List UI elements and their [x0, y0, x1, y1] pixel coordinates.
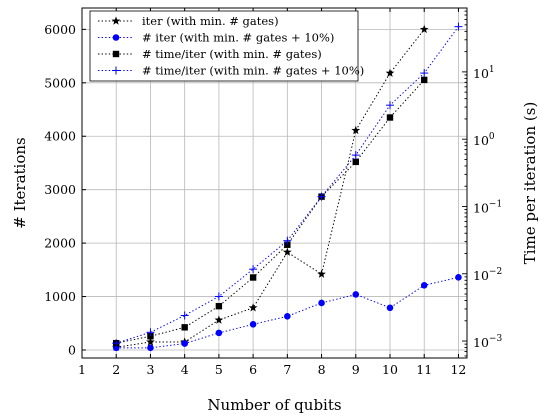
- data-point-circle: [215, 329, 223, 337]
- data-point-plus: [317, 192, 326, 201]
- y-left-tick-label: 0: [68, 342, 76, 357]
- data-point-star: [385, 68, 395, 77]
- data-point-plus: [351, 151, 360, 160]
- y-left-tick-label: 6000: [44, 22, 76, 37]
- legend: iter (with min. # gates) # iter (with min…: [89, 10, 364, 82]
- y-right-tick-base: 10: [473, 200, 489, 215]
- data-point-square: [249, 274, 257, 281]
- data-point-circle: [249, 321, 257, 328]
- series-line: [116, 79, 425, 344]
- data-point-star: [419, 24, 429, 34]
- legend-label: # time/iter (with min. # gates + 10%): [142, 64, 364, 78]
- data-point-plus: [420, 69, 429, 78]
- x-tick-label: 12: [450, 362, 466, 377]
- x-tick-label: 5: [215, 362, 223, 377]
- y-right-tick-exponent: 1: [489, 65, 495, 75]
- y-right-tick-exponent: 0: [489, 132, 495, 142]
- data-point-plus: [283, 236, 292, 245]
- data-point-square: [112, 50, 120, 58]
- legend-label: # iter (with min. # gates + 10%): [142, 31, 334, 45]
- data-point-plus: [454, 22, 463, 31]
- data-point-circle: [420, 282, 428, 289]
- y-right-tick-base: 10: [473, 268, 489, 283]
- data-point-square: [386, 114, 394, 121]
- y-right-tick-base: 10: [473, 133, 489, 148]
- data-point-square: [421, 76, 428, 84]
- x-tick-label: 11: [416, 362, 432, 377]
- data-point-circle: [147, 344, 154, 352]
- x-tick-label: 3: [146, 362, 154, 377]
- x-axis-title: Number of qubits: [207, 396, 341, 414]
- x-tick-label: 2: [112, 362, 120, 377]
- series-layer: [111, 22, 463, 352]
- y-right-tick-label: 10−3: [473, 334, 502, 350]
- data-point-star: [214, 315, 224, 324]
- x-tick-label: 1: [78, 362, 86, 377]
- data-point-circle: [181, 340, 188, 347]
- y-right-tick-label: 10−2: [473, 267, 502, 283]
- data-point-star: [248, 303, 258, 312]
- y-axis-right-title: Time per iteration (s): [521, 102, 539, 265]
- data-point-square: [181, 324, 188, 331]
- legend-box: [89, 10, 359, 82]
- legend-item: # time/iter (with min. # gates + 10%): [98, 64, 364, 78]
- data-point-square: [284, 241, 291, 248]
- y-right-tick-base: 10: [473, 335, 489, 350]
- series-square: [113, 76, 428, 347]
- y-left-tick-label: 5000: [44, 75, 76, 90]
- y-right-tick-exponent: −2: [489, 267, 502, 277]
- data-point-circle: [352, 291, 360, 298]
- data-point-circle: [284, 313, 291, 320]
- legend-label: # time/iter (with min. # gates): [142, 47, 322, 61]
- y-left-tick-label: 1000: [44, 289, 76, 304]
- data-point-square: [352, 158, 359, 166]
- x-tick-label: 9: [352, 362, 360, 377]
- data-point-star: [146, 337, 155, 346]
- data-point-circle: [318, 299, 325, 307]
- x-tick-label: 4: [181, 362, 189, 377]
- y-right-tick-base: 10: [473, 66, 489, 81]
- y-right-tick-label: 101: [473, 65, 495, 81]
- data-point-plus: [112, 339, 121, 348]
- y-left-tick-label: 3000: [44, 182, 76, 197]
- data-point-star: [351, 125, 361, 135]
- series-plus: [112, 22, 463, 348]
- x-tick-label: 8: [318, 362, 326, 377]
- y-right-tick-label: 100: [473, 132, 495, 148]
- legend-item: iter (with min. # gates): [98, 14, 279, 28]
- y-right-tick-label: 10−1: [473, 199, 502, 215]
- y-axis-left-title: # Iterations: [11, 137, 29, 229]
- y-right-tick-exponent: −3: [489, 334, 503, 344]
- plot-frame: [81, 7, 468, 359]
- data-point-plus: [249, 265, 258, 274]
- data-point-circle: [455, 274, 462, 281]
- data-point-plus: [386, 101, 394, 110]
- axes: 1 2 3 4 5 6 7 8 9 10 11 120100020003000400050006000…: [44, 8, 502, 377]
- legend-item: # time/iter (with min. # gates): [98, 47, 322, 61]
- data-point-plus: [146, 328, 155, 337]
- data-point-circle: [386, 304, 394, 312]
- y-left-tick-label: 2000: [44, 236, 76, 251]
- data-point-star: [111, 16, 121, 25]
- data-point-plus: [112, 66, 120, 75]
- data-point-square: [215, 302, 223, 310]
- data-point-star: [317, 269, 326, 278]
- legend-label: iter (with min. # gates): [142, 14, 279, 28]
- data-point-circle: [112, 34, 120, 41]
- legend-item: # iter (with min. # gates + 10%): [98, 31, 334, 45]
- x-tick-label: 7: [283, 362, 291, 377]
- x-tick-label: 10: [382, 362, 398, 377]
- y-left-tick-label: 4000: [44, 129, 76, 144]
- series-circle: [112, 274, 462, 352]
- data-point-plus: [180, 311, 189, 320]
- x-tick-label: 6: [249, 362, 257, 377]
- y-right-tick-exponent: −1: [489, 199, 502, 209]
- series-line: [116, 29, 425, 348]
- data-point-plus: [214, 292, 223, 301]
- data-point-star: [282, 247, 292, 256]
- series-line: [116, 26, 459, 344]
